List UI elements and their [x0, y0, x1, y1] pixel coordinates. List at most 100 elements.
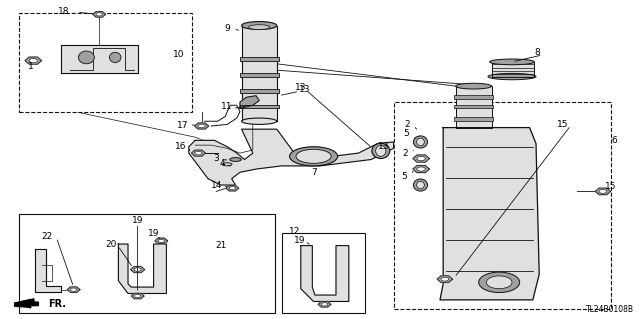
Text: FR.: FR.	[49, 299, 67, 309]
Polygon shape	[195, 123, 209, 129]
Circle shape	[195, 152, 202, 155]
Text: 10: 10	[173, 50, 185, 59]
Ellipse shape	[290, 147, 338, 166]
Ellipse shape	[488, 73, 536, 80]
Bar	[19, 13, 192, 112]
Polygon shape	[131, 266, 145, 273]
Text: 19: 19	[294, 236, 305, 245]
Polygon shape	[492, 62, 534, 77]
Bar	[240, 73, 279, 77]
Polygon shape	[240, 96, 259, 108]
Ellipse shape	[376, 145, 386, 156]
Bar	[242, 26, 277, 121]
Ellipse shape	[79, 51, 95, 64]
Circle shape	[29, 59, 37, 63]
Text: 5: 5	[404, 130, 409, 138]
Text: 17: 17	[177, 121, 188, 130]
Bar	[454, 105, 493, 108]
Ellipse shape	[230, 158, 241, 161]
Circle shape	[198, 124, 205, 128]
Circle shape	[321, 303, 328, 306]
Text: 18: 18	[58, 7, 70, 16]
Text: 8: 8	[535, 48, 540, 57]
Polygon shape	[191, 150, 205, 156]
Bar	[240, 105, 279, 108]
Text: 1: 1	[28, 63, 33, 71]
Text: 9: 9	[225, 24, 230, 33]
Polygon shape	[413, 166, 429, 173]
Ellipse shape	[109, 52, 121, 63]
Ellipse shape	[417, 138, 424, 146]
Text: 7: 7	[311, 168, 316, 177]
Bar	[394, 102, 611, 309]
Circle shape	[479, 272, 520, 293]
Polygon shape	[318, 301, 331, 307]
Text: 22: 22	[41, 232, 52, 241]
Polygon shape	[131, 293, 144, 299]
Circle shape	[134, 268, 141, 271]
Text: 3: 3	[214, 154, 219, 163]
Text: 16: 16	[175, 142, 187, 151]
Text: 6: 6	[612, 136, 617, 145]
Text: 13: 13	[378, 142, 390, 151]
Ellipse shape	[413, 179, 428, 191]
Text: 12: 12	[289, 227, 300, 236]
Text: 15: 15	[557, 120, 569, 129]
Polygon shape	[440, 128, 540, 300]
Text: 2: 2	[404, 120, 410, 129]
Bar	[240, 57, 279, 61]
Text: 11: 11	[221, 102, 233, 111]
Ellipse shape	[372, 143, 390, 159]
Circle shape	[229, 187, 236, 190]
Text: TL24B0108B: TL24B0108B	[586, 305, 634, 314]
Bar	[240, 89, 279, 93]
Ellipse shape	[417, 181, 424, 189]
Text: 2: 2	[403, 149, 408, 158]
Text: 14: 14	[211, 181, 222, 189]
Polygon shape	[15, 300, 38, 308]
Text: 4: 4	[220, 159, 225, 168]
Circle shape	[417, 157, 426, 161]
Polygon shape	[437, 276, 452, 282]
Circle shape	[486, 276, 512, 289]
Polygon shape	[61, 45, 138, 73]
Ellipse shape	[242, 21, 277, 30]
Text: 13: 13	[295, 83, 307, 92]
Ellipse shape	[223, 163, 232, 166]
Polygon shape	[67, 287, 80, 293]
Text: 5: 5	[402, 172, 407, 181]
Bar	[282, 233, 365, 313]
Ellipse shape	[490, 59, 534, 65]
Ellipse shape	[456, 83, 492, 89]
Polygon shape	[15, 299, 34, 307]
Polygon shape	[155, 238, 168, 244]
Polygon shape	[25, 57, 42, 64]
Circle shape	[417, 167, 426, 171]
Polygon shape	[118, 244, 166, 293]
Polygon shape	[595, 188, 611, 195]
Polygon shape	[226, 185, 239, 191]
Ellipse shape	[296, 149, 332, 163]
Polygon shape	[35, 249, 61, 292]
Text: 21: 21	[215, 241, 227, 250]
Bar	[454, 117, 493, 121]
Text: 13: 13	[299, 85, 310, 94]
Text: 19: 19	[132, 216, 143, 225]
Circle shape	[134, 294, 141, 298]
Polygon shape	[413, 155, 429, 162]
Ellipse shape	[242, 118, 277, 124]
Ellipse shape	[249, 25, 270, 30]
Circle shape	[158, 239, 164, 242]
Bar	[454, 95, 493, 99]
Text: 15: 15	[605, 182, 617, 191]
Text: 20: 20	[106, 240, 117, 249]
Polygon shape	[93, 11, 106, 17]
Bar	[456, 86, 492, 128]
Circle shape	[441, 277, 449, 281]
Circle shape	[96, 13, 102, 16]
Polygon shape	[301, 246, 349, 301]
Bar	[19, 214, 275, 313]
Polygon shape	[189, 129, 394, 185]
Circle shape	[599, 189, 607, 193]
Text: 19: 19	[148, 229, 159, 238]
